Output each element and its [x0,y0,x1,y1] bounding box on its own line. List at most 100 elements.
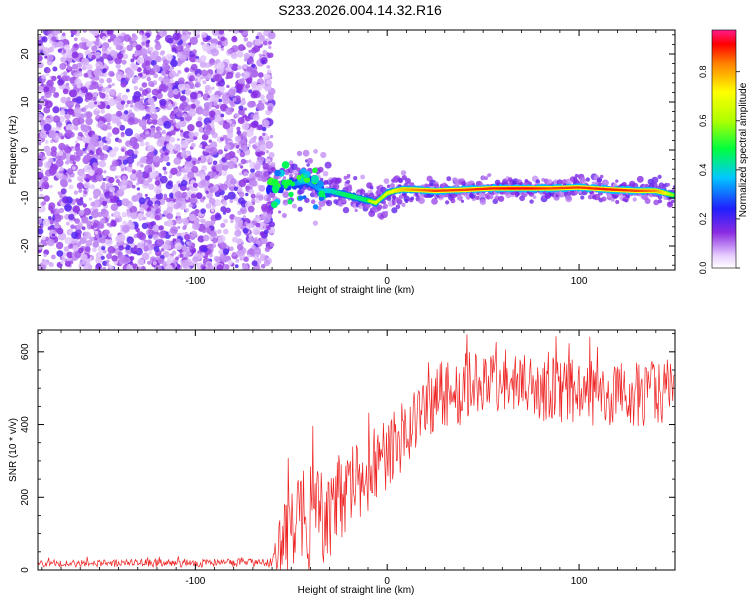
heatmap-cell [207,95,211,99]
heatmap-cell [100,209,109,218]
heatmap-cell [189,36,198,46]
heatmap-cell [152,261,157,266]
heatmap-cell [255,83,263,91]
heatmap-cell [450,198,456,204]
heatmap-cell [401,175,407,181]
heatmap-cell [80,37,86,42]
heatmap-cell [66,96,71,102]
heatmap-cell [108,149,117,158]
heatmap-cell [209,253,213,258]
snr-y-axis-label: SNR (10 * v/v) [8,418,19,482]
heatmap-cell [63,44,70,51]
heatmap-cell [165,181,173,190]
heatmap-cell [73,107,82,115]
snr-y-tick-label: 200 [20,488,31,505]
heatmap-cell [110,195,118,204]
heatmap-cell [128,219,133,224]
heatmap-cell [217,239,222,244]
heatmap-cell [108,70,115,77]
heatmap-cell [188,75,195,82]
heatmap-cell [251,47,258,54]
heatmap-cell [137,136,143,142]
heatmap-cell [165,53,173,61]
heatmap-cell [221,39,229,47]
heatmap-cell [191,165,199,174]
heatmap-cell [205,203,212,209]
heatmap-cell [60,188,67,195]
snr-y-tick-label: 600 [20,343,31,360]
heatmap-cell [74,140,79,144]
heatmap-cell [88,215,93,220]
heatmap-cell [220,222,226,228]
heatmap-cell [123,34,131,42]
heatmap-cell [313,149,318,154]
heatmap-cell [67,244,73,249]
heatmap-cell [672,185,675,189]
heatmap-cell [136,56,144,65]
heatmap-cell [152,50,160,58]
heatmap-cell [167,37,174,44]
heatmap-cell [196,93,202,99]
heatmap-cell [147,97,155,105]
heatmap-cell [38,217,43,225]
heatmap-cell [71,244,79,251]
heatmap-cell [222,121,231,130]
heatmap-cell [153,186,162,195]
heatmap-cell [287,199,293,205]
heatmap-cell [124,256,131,263]
heatmap-cell [185,150,192,157]
heatmap-cell [126,264,133,270]
heatmap-cell [121,198,130,207]
heatmap-cell [240,158,247,165]
heatmap-cell [259,144,267,152]
heatmap-cell [140,93,144,98]
heatmap-cell [195,120,203,128]
heatmap-cell [252,227,261,236]
heatmap-cell [61,75,68,82]
heatmap-cell [298,195,304,201]
heatmap-cell [392,195,397,200]
heatmap-cell [40,169,44,173]
heatmap-cell [284,179,292,186]
heatmap-cell [252,181,257,186]
heatmap-cell [213,30,218,36]
heatmap-cell [257,176,262,182]
heatmap-cell [267,193,272,198]
heatmap-cell [262,49,268,55]
heatmap-cell [83,207,91,216]
heatmap-cell [61,256,66,262]
heatmap-cell [271,185,280,193]
heatmap-cell [267,69,272,74]
heatmap-cell [78,263,83,268]
heatmap-cell [223,195,229,201]
heatmap-cell [215,164,224,172]
heatmap-cell [574,173,579,178]
heatmap-cell [229,63,233,68]
heatmap-cell [70,224,75,230]
heatmap-cell [169,136,176,143]
heatmap-cell [208,197,216,205]
heatmap-cell [220,113,225,118]
heatmap-cell [288,173,294,178]
heatmap-cell [194,187,199,192]
heatmap-cell [190,262,194,267]
heatmap-cell [201,252,206,257]
heatmap-cell [200,218,206,224]
heatmap-cell [151,118,158,125]
heatmap-cell [255,35,259,40]
heatmap-cell [161,70,167,76]
heatmap-cell [303,174,308,179]
heatmap-cell [228,120,233,124]
heatmap-cell [135,227,140,233]
heatmap-cell [159,51,165,56]
heatmap-cell [242,135,247,140]
heatmap-cell [65,123,74,132]
heatmap-cell [81,86,88,94]
heatmap-cell [137,258,145,266]
heatmap-cell [198,109,203,114]
heatmap-cell [80,253,88,262]
heatmap-cell [181,191,188,199]
heatmap-cell [174,80,180,86]
heatmap-cell [170,167,178,175]
heatmap-cell [171,250,177,255]
